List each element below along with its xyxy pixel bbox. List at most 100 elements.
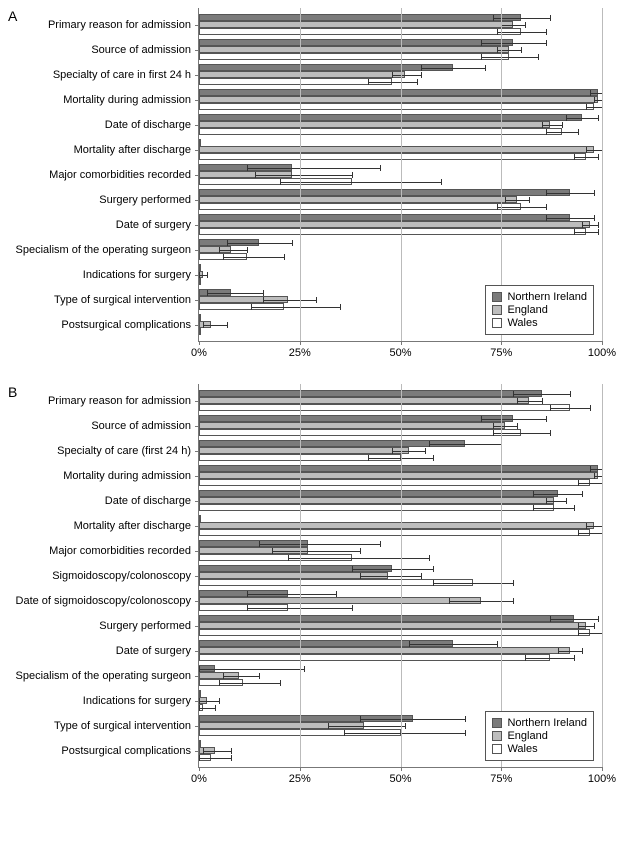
bar-wa	[199, 479, 590, 486]
error-bar	[259, 544, 380, 545]
legend-label: England	[507, 304, 547, 316]
error-bar	[578, 626, 594, 627]
bar-en	[199, 647, 570, 654]
error-bar	[481, 419, 545, 420]
bar-wa	[199, 28, 521, 35]
gridline	[501, 384, 502, 767]
legend-item: Wales	[492, 317, 587, 329]
gridline	[602, 384, 603, 767]
bar-en	[199, 71, 405, 78]
bar-ni	[199, 490, 558, 497]
legend-item: England	[492, 730, 587, 742]
category-label: Type of surgical intervention	[9, 293, 199, 305]
error-bar	[288, 558, 429, 559]
error-bar	[525, 658, 573, 659]
error-bar	[542, 125, 562, 126]
x-axis-label: 50%	[389, 347, 411, 359]
x-axis-label: 75%	[490, 773, 512, 785]
category-label: Mortality during admission	[9, 93, 199, 105]
gridline	[300, 384, 301, 767]
error-bar	[199, 708, 215, 709]
bar-ni	[199, 690, 201, 697]
category-label: Type of surgical intervention	[9, 719, 199, 731]
error-bar	[558, 651, 582, 652]
bar-ni	[199, 114, 582, 121]
error-bar	[409, 644, 498, 645]
bar-wa	[199, 654, 550, 661]
bar-ni	[199, 465, 598, 472]
error-bar	[594, 100, 602, 101]
x-axis-label: 100%	[588, 773, 616, 785]
legend-swatch-icon	[492, 718, 502, 728]
legend-label: Northern Ireland	[507, 291, 587, 303]
error-bar	[590, 469, 602, 470]
x-axis-label: 25%	[289, 773, 311, 785]
error-bar	[493, 426, 517, 427]
bar-wa	[199, 404, 570, 411]
error-bar	[546, 132, 578, 133]
category-label: Mortality after discharge	[9, 143, 199, 155]
category-label: Date of surgery	[9, 218, 199, 230]
bar-wa	[199, 278, 201, 285]
chart-area: Primary reason for admissionSource of ad…	[198, 384, 602, 768]
panel-A: APrimary reason for admissionSource of a…	[8, 8, 622, 368]
bar-wa	[199, 78, 392, 85]
error-bar	[505, 200, 529, 201]
error-bar	[368, 82, 416, 83]
error-bar	[272, 551, 361, 552]
bar-wa	[199, 529, 590, 536]
error-bar	[497, 32, 545, 33]
category-label: Specialism of the operating surgeon	[9, 243, 199, 255]
bar-ni	[199, 214, 570, 221]
bar-ni	[199, 314, 201, 321]
bar-ni	[199, 615, 574, 622]
category-label: Major comorbidities recorded	[9, 544, 199, 556]
category-label: Sigmoidoscopy/colonoscopy	[9, 569, 199, 581]
error-bar	[247, 594, 336, 595]
error-bar	[421, 68, 485, 69]
chart-container: APrimary reason for admissionSource of a…	[8, 8, 622, 794]
error-bar	[481, 43, 545, 44]
chart-area: Primary reason for admissionSource of ad…	[198, 8, 602, 342]
gridline	[401, 384, 402, 767]
bar-en	[199, 96, 598, 103]
bar-ni	[199, 264, 201, 271]
error-bar	[574, 232, 598, 233]
legend-swatch-icon	[492, 292, 502, 302]
panel-B: BPrimary reason for admissionSource of a…	[8, 384, 622, 794]
legend-swatch-icon	[492, 305, 502, 315]
bar-ni	[199, 139, 201, 146]
error-bar	[574, 157, 598, 158]
bar-ni	[199, 440, 465, 447]
error-bar	[501, 25, 525, 26]
bar-wa	[199, 203, 521, 210]
category-label: Surgery performed	[9, 193, 199, 205]
category-label: Surgery performed	[9, 619, 199, 631]
bar-wa	[199, 103, 594, 110]
bar-ni	[199, 189, 570, 196]
error-bar	[533, 508, 573, 509]
error-bar	[199, 758, 231, 759]
error-bar	[247, 168, 380, 169]
category-label: Indications for surgery	[9, 268, 199, 280]
error-bar	[223, 257, 283, 258]
error-bar	[497, 207, 545, 208]
bar-en	[199, 422, 505, 429]
category-label: Date of surgery	[9, 644, 199, 656]
error-bar	[550, 619, 598, 620]
bar-ni	[199, 64, 453, 71]
error-bar	[546, 193, 594, 194]
error-bar	[251, 307, 340, 308]
bar-wa	[199, 629, 590, 636]
bar-wa	[199, 153, 586, 160]
category-label: Postsurgical complications	[9, 318, 199, 330]
bar-en	[199, 146, 594, 153]
bar-wa	[199, 128, 562, 135]
bar-wa	[199, 53, 509, 60]
category-label: Specialty of care (first 24 h)	[9, 444, 199, 456]
category-label: Specialty of care in first 24 h	[9, 68, 199, 80]
bar-wa	[199, 328, 201, 335]
x-axis-label: 100%	[588, 347, 616, 359]
legend-swatch-icon	[492, 744, 502, 754]
bar-en	[199, 397, 529, 404]
